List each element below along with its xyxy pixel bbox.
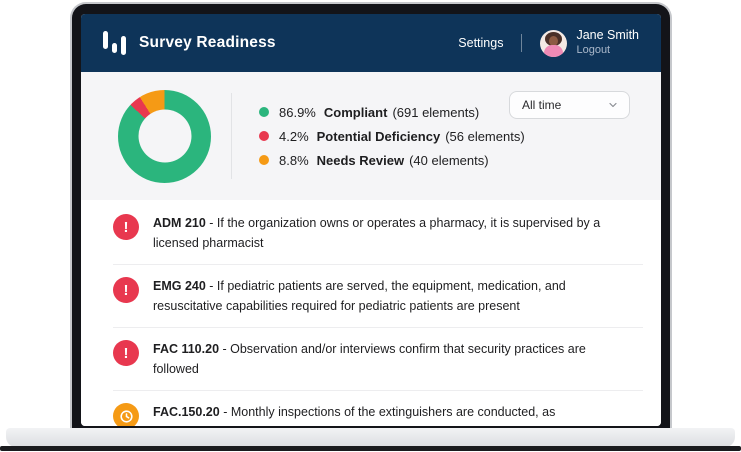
finding-desc: - If the organization owns or operates a…: [153, 216, 601, 250]
avatar-head: [549, 35, 559, 46]
findings-list: ! ADM 210 - If the organization owns or …: [81, 200, 661, 426]
logout-link[interactable]: Logout: [576, 43, 611, 56]
avatar[interactable]: [540, 29, 568, 57]
laptop-screen-bezel: Survey Readiness Settings Jane Smith Log…: [70, 2, 672, 432]
donut-hole: [138, 109, 191, 163]
finding-text: FAC.150.20 - Monthly inspections of the …: [153, 402, 631, 426]
settings-link[interactable]: Settings: [458, 36, 504, 50]
finding-desc: - Observation and/or interviews confirm …: [153, 342, 586, 376]
legend-percent: 4.2%: [279, 128, 309, 144]
header-divider: [521, 34, 523, 52]
legend-percent: 8.8%: [279, 152, 309, 168]
finding-text: EMG 240 - If pediatric patients are serv…: [153, 276, 631, 316]
legend-label: Needs Review: [316, 152, 405, 168]
donut-chart: [118, 89, 211, 183]
finding-code: ADM 210: [153, 216, 206, 230]
legend-ring-icon: [259, 107, 269, 117]
time-filter-value: All time: [522, 98, 562, 112]
laptop-base-edge: [0, 446, 741, 451]
legend-ring-icon: [259, 131, 269, 141]
legend-count: (56 elements): [445, 128, 525, 144]
user-name: Jane Smith: [576, 28, 639, 43]
finding-code: FAC.150.20: [153, 405, 220, 419]
finding-severity-icon: !: [113, 403, 139, 426]
exclamation-icon: !: [123, 344, 129, 362]
laptop-base: [6, 428, 735, 447]
chart-legend: 86.9% Compliant (691 elements) 4.2% Pote…: [259, 105, 525, 168]
time-filter-dropdown[interactable]: All time: [509, 91, 630, 119]
finding-severity-icon: !: [113, 277, 139, 303]
finding-desc: - If pediatric patients are served, the …: [153, 279, 566, 313]
app-window: Survey Readiness Settings Jane Smith Log…: [81, 14, 661, 426]
finding-text: ADM 210 - If the organization owns or op…: [153, 213, 631, 253]
finding-row[interactable]: ! EMG 240 - If pediatric patients are se…: [81, 265, 661, 327]
chevron-down-icon: [609, 102, 617, 108]
row-divider: [113, 327, 643, 328]
finding-text: FAC 110.20 - Observation and/or intervie…: [153, 339, 631, 379]
finding-row[interactable]: ! FAC.150.20 - Monthly inspections of th…: [81, 391, 661, 426]
finding-row[interactable]: ! ADM 210 - If the organization owns or …: [81, 202, 661, 264]
user-menu: Jane Smith Logout: [576, 28, 639, 57]
exclamation-icon: !: [123, 218, 129, 236]
exclamation-icon: !: [123, 281, 129, 299]
finding-code: EMG 240: [153, 279, 206, 293]
legend-item-compliant: 86.9% Compliant (691 elements): [259, 105, 525, 120]
legend-count: (40 elements): [409, 152, 489, 168]
finding-desc: - Monthly inspections of the extinguishe…: [153, 405, 556, 426]
header-right: Settings Jane Smith Logout: [458, 28, 639, 57]
app-logo-icon: [103, 28, 126, 58]
legend-label: Potential Deficiency: [316, 128, 441, 144]
row-divider: [113, 390, 643, 391]
legend-item-needs-review: 8.8% Needs Review (40 elements): [259, 153, 525, 168]
clock-icon: [119, 409, 133, 423]
finding-severity-icon: !: [113, 340, 139, 366]
app-header: Survey Readiness Settings Jane Smith Log…: [81, 14, 661, 72]
finding-row[interactable]: ! FAC 110.20 - Observation and/or interv…: [81, 328, 661, 390]
legend-ring-icon: [259, 155, 269, 165]
finding-code: FAC 110.20: [153, 342, 220, 356]
legend-item-potential-deficiency: 4.2% Potential Deficiency (56 elements): [259, 129, 525, 144]
legend-divider: [231, 93, 232, 179]
legend-percent: 86.9%: [279, 104, 316, 120]
legend-count: (691 elements): [392, 104, 480, 120]
row-divider: [113, 264, 643, 265]
summary-section: 86.9% Compliant (691 elements) 4.2% Pote…: [81, 72, 661, 200]
legend-label: Compliant: [323, 104, 388, 120]
avatar-body: [544, 44, 564, 57]
app-title: Survey Readiness: [139, 34, 276, 51]
finding-severity-icon: !: [113, 214, 139, 240]
